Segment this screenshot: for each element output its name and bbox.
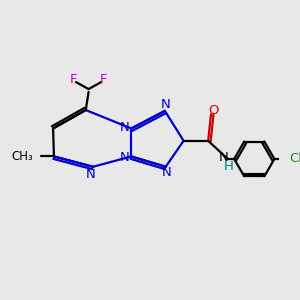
Text: F: F (100, 73, 108, 86)
Text: O: O (208, 103, 218, 116)
Text: N: N (219, 151, 228, 164)
Text: F: F (70, 73, 77, 86)
Text: N: N (86, 168, 96, 181)
Text: N: N (119, 121, 129, 134)
Text: N: N (161, 167, 171, 179)
Text: N: N (160, 98, 170, 111)
Text: H: H (224, 160, 234, 173)
Text: CH₃: CH₃ (11, 150, 33, 163)
Text: N: N (119, 151, 129, 164)
Text: Cl: Cl (290, 152, 300, 165)
